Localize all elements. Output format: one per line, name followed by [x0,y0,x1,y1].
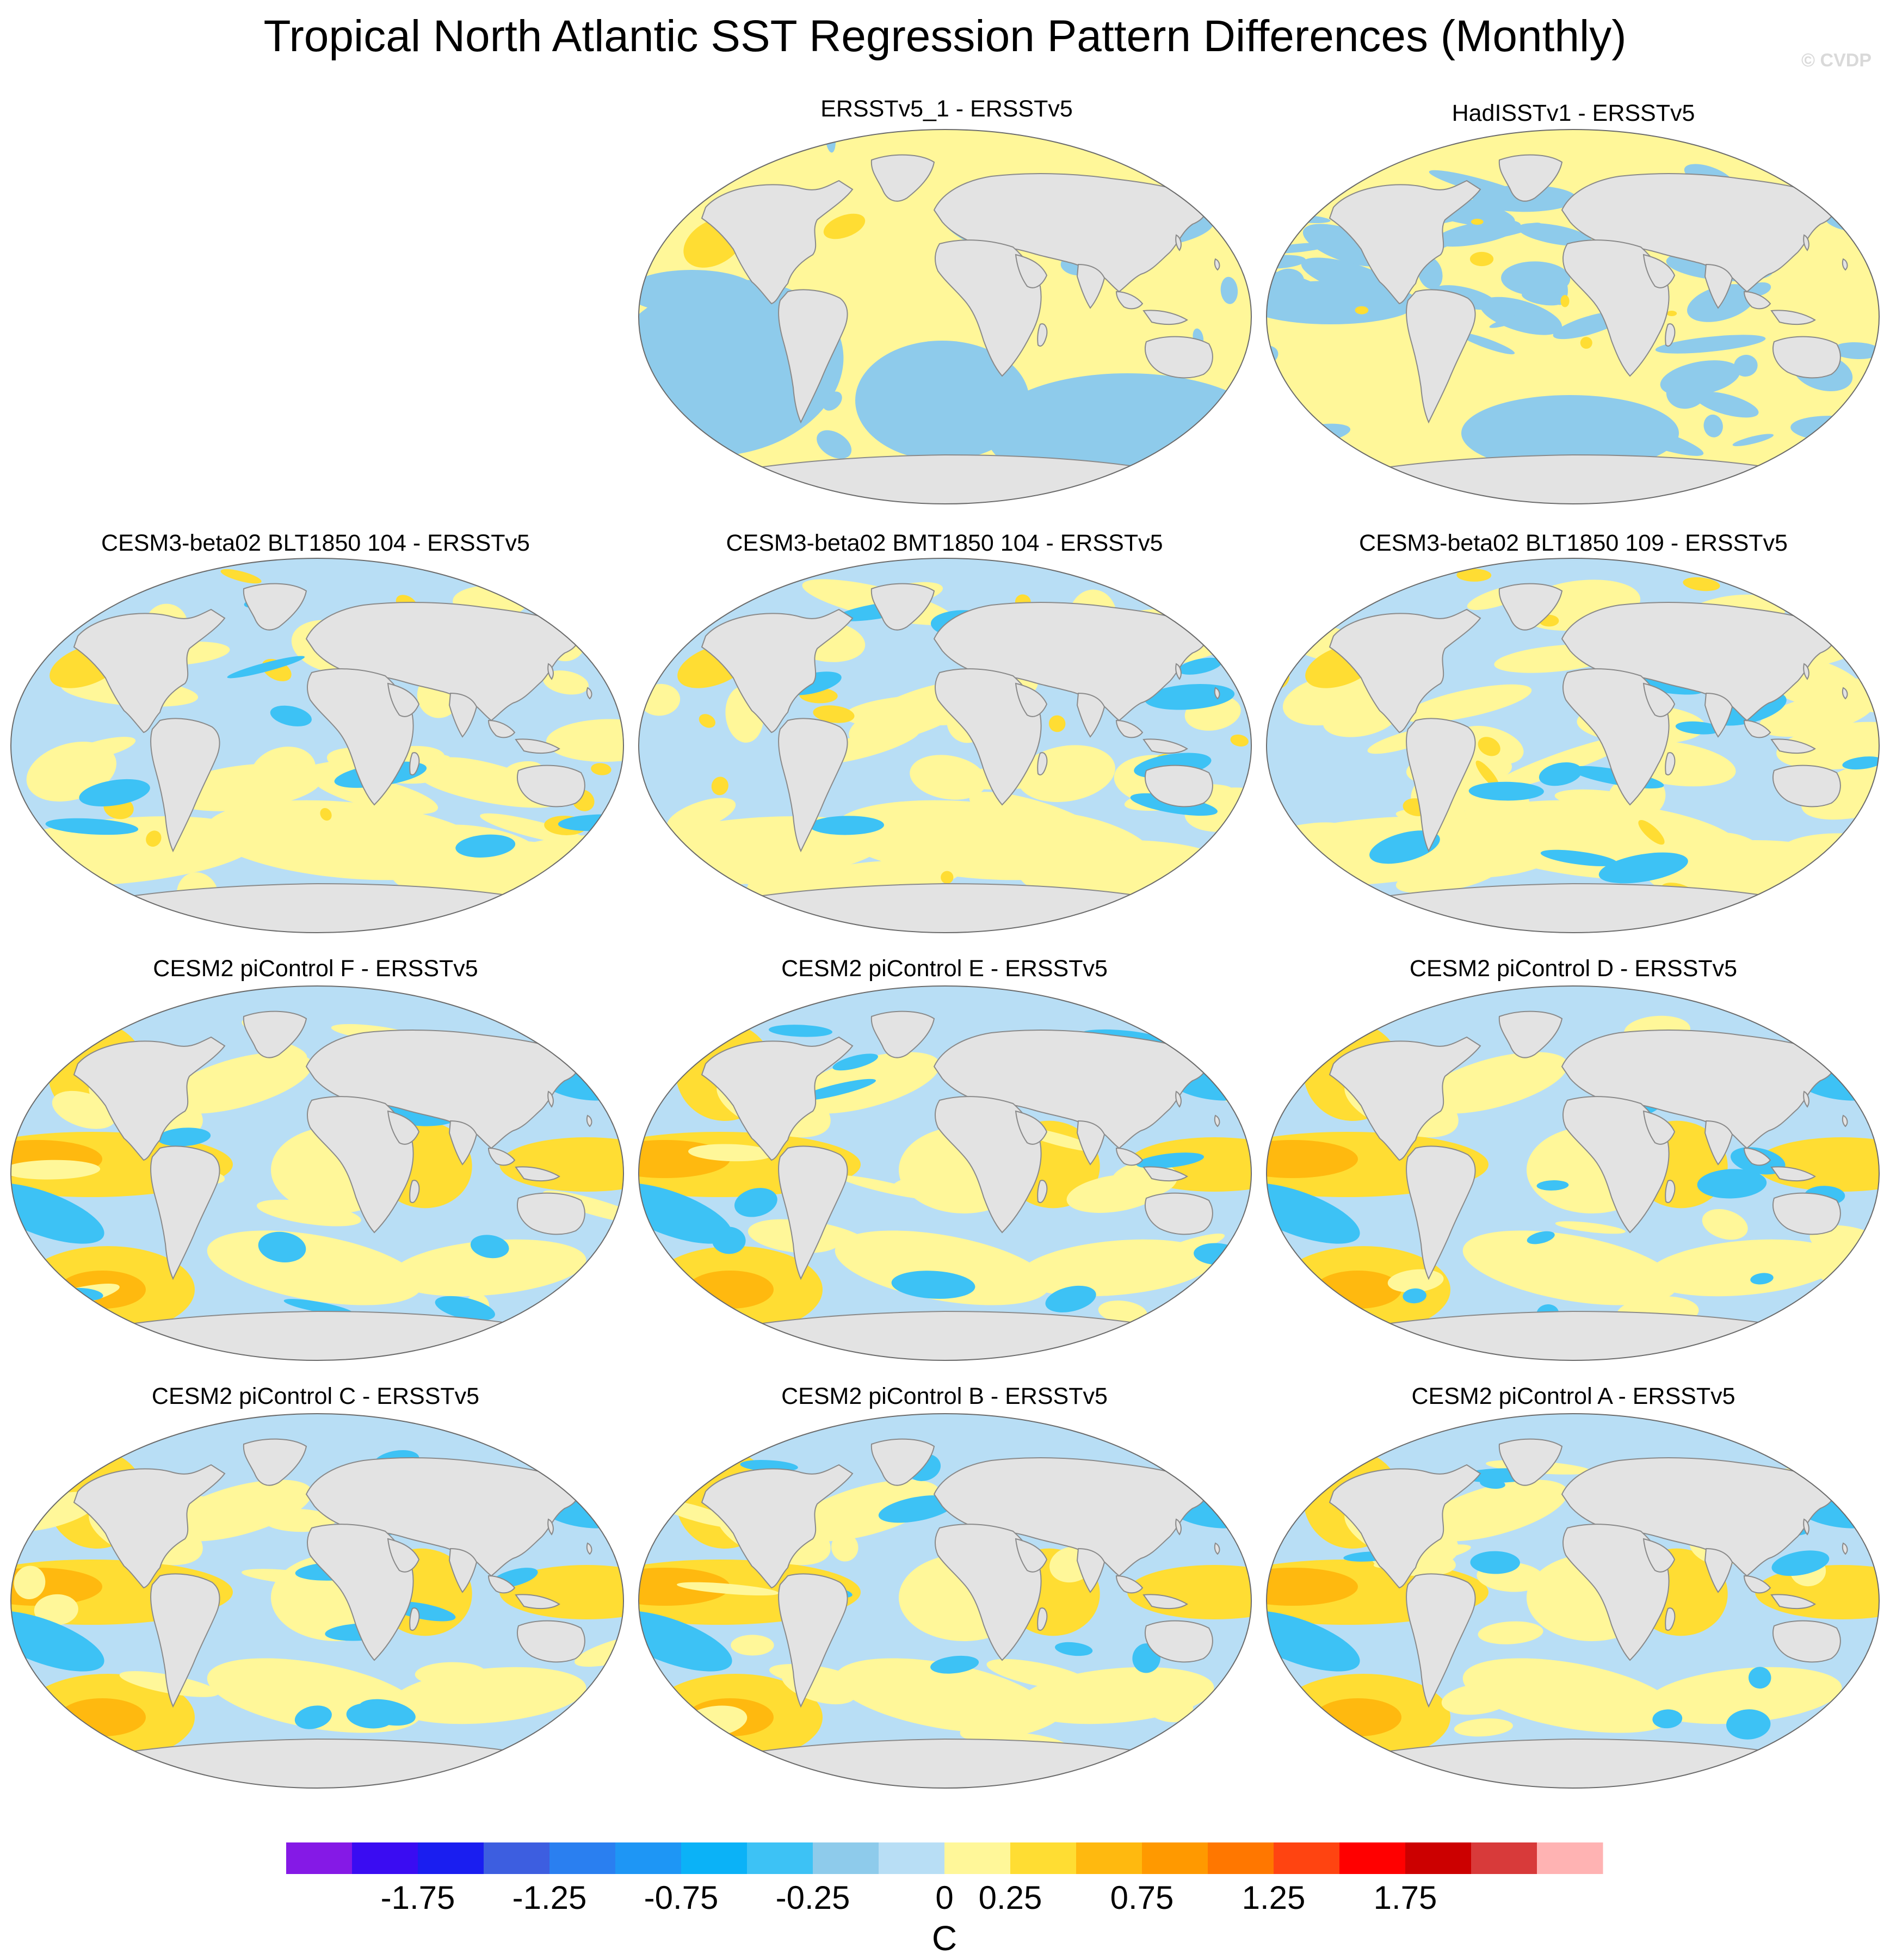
colorbar-swatch [747,1842,813,1874]
map-panel-ersstv5-1 [638,129,1252,504]
colorbar-swatch [286,1842,353,1874]
colorbar-swatch [1537,1842,1603,1874]
panel-title-ersstv5-1: ERSSTv5_1 - ERSSTv5 [820,96,1073,122]
colorbar-swatch [1471,1842,1537,1874]
copyright-watermark: © CVDP [1801,50,1872,71]
map-panel-cesm2-picontrol-d [1266,985,1880,1361]
page-title: Tropical North Atlantic SST Regression P… [263,11,1627,61]
colorbar-tick-label: 0 [935,1879,953,1916]
colorbar-swatch [879,1842,945,1874]
map-panel-cesm3-blt1850-109 [1266,558,1880,933]
panel-title-cesm2-picontrol-c: CESM2 piControl C - ERSSTv5 [151,1383,480,1409]
colorbar-tick-label: -0.25 [776,1879,850,1916]
panel-title-cesm2-picontrol-f: CESM2 piControl F - ERSSTv5 [153,956,478,982]
map-panel-cesm2-picontrol-e [638,985,1252,1361]
colorbar-tick-label: 1.75 [1374,1879,1437,1916]
panel-title-hadisstv1: HadISSTv1 - ERSSTv5 [1452,100,1695,126]
colorbar-swatch [681,1842,748,1874]
colorbar-swatch [1274,1842,1340,1874]
map-panel-cesm3-blt1850-104 [10,558,624,933]
colorbar-swatch [352,1842,418,1874]
map-panel-cesm2-picontrol-c [10,1413,624,1789]
panel-title-cesm3-blt1850-109: CESM3-beta02 BLT1850 109 - ERSSTv5 [1359,530,1788,556]
colorbar-swatch [484,1842,550,1874]
colorbar-swatch [549,1842,616,1874]
panel-title-cesm2-picontrol-a: CESM2 piControl A - ERSSTv5 [1411,1383,1735,1409]
panel-title-cesm3-bmt1850-104: CESM3-beta02 BMT1850 104 - ERSSTv5 [726,530,1163,556]
colorbar-swatch [813,1842,879,1874]
map-panel-cesm2-picontrol-a [1266,1413,1880,1789]
colorbar-tick-label: 1.25 [1242,1879,1306,1916]
panel-title-cesm2-picontrol-b: CESM2 piControl B - ERSSTv5 [781,1383,1108,1409]
colorbar-swatch [1010,1842,1077,1874]
colorbar-swatch [1208,1842,1274,1874]
panel-title-cesm2-picontrol-e: CESM2 piControl E - ERSSTv5 [781,956,1108,982]
map-panel-cesm3-bmt1850-104 [638,558,1252,933]
colorbar-unit-label: C [932,1919,957,1958]
colorbar-tick-label: -1.75 [381,1879,455,1916]
colorbar-swatch [1405,1842,1472,1874]
panel-title-cesm3-blt1850-104: CESM3-beta02 BLT1850 104 - ERSSTv5 [101,530,530,556]
colorbar-swatch [1339,1842,1406,1874]
map-panel-cesm2-picontrol-b [638,1413,1252,1789]
panel-title-cesm2-picontrol-d: CESM2 piControl D - ERSSTv5 [1409,956,1738,982]
colorbar-tick-label: -0.75 [644,1879,719,1916]
map-panel-cesm2-picontrol-f [10,985,624,1361]
colorbar-swatch [1142,1842,1208,1874]
colorbar-swatch [944,1842,1011,1874]
colorbar-swatch [418,1842,484,1874]
colorbar-swatch [1076,1842,1142,1874]
colorbar-tick-label: 0.25 [979,1879,1042,1916]
colorbar-tick-label: 0.75 [1110,1879,1174,1916]
map-panel-hadisstv1 [1266,129,1880,504]
colorbar-swatch [615,1842,682,1874]
colorbar-tick-label: -1.25 [512,1879,587,1916]
